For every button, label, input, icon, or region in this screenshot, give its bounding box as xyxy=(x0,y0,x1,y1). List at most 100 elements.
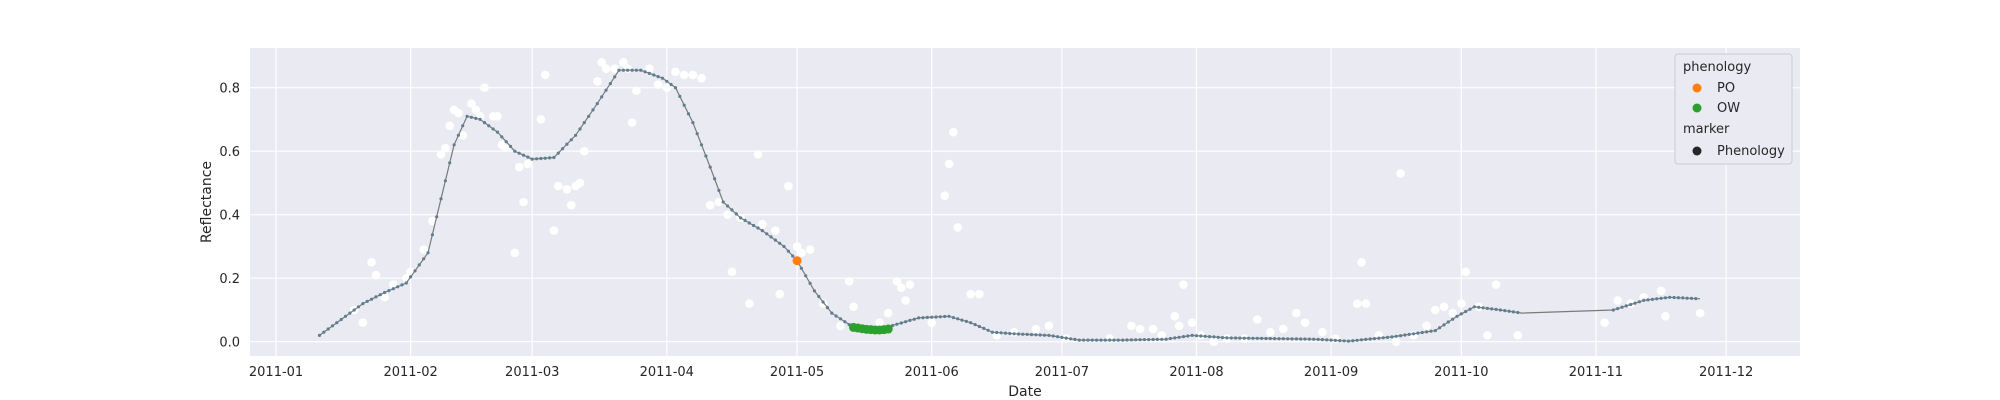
curve-marker xyxy=(930,315,934,319)
legend-marker-po xyxy=(1692,83,1702,93)
curve-marker xyxy=(1659,296,1663,300)
curve-marker xyxy=(391,287,395,291)
x-tick-label: 2011-12 xyxy=(1699,365,1753,380)
legend-label-ow: OW xyxy=(1717,101,1740,116)
curve-marker xyxy=(443,179,447,183)
observation-point xyxy=(671,67,680,77)
curve-marker xyxy=(1225,336,1229,340)
observation-point xyxy=(1457,299,1466,308)
observation-point xyxy=(927,318,936,327)
curve-marker xyxy=(1216,335,1220,339)
observation-points xyxy=(349,57,1705,347)
observation-point xyxy=(792,242,802,251)
x-tick-label: 2011-02 xyxy=(383,365,437,380)
curve-marker xyxy=(456,133,460,137)
curve-marker xyxy=(908,318,912,322)
observation-point xyxy=(645,64,654,73)
curve-marker xyxy=(695,132,699,136)
curve-marker xyxy=(365,299,369,303)
curve-marker xyxy=(1498,308,1502,312)
curve-marker xyxy=(691,121,695,125)
curve-marker xyxy=(713,177,717,181)
observation-point xyxy=(771,226,780,235)
curve-marker xyxy=(1220,336,1225,340)
curve-marker xyxy=(1116,338,1120,342)
curve-marker xyxy=(1320,338,1324,342)
curve-marker xyxy=(717,188,721,192)
observation-point xyxy=(875,318,884,327)
curve-marker xyxy=(500,135,504,139)
x-tick-label: 2011-09 xyxy=(1304,365,1358,380)
observation-point xyxy=(1357,258,1366,267)
curve-marker xyxy=(1511,310,1515,314)
curve-marker xyxy=(1168,336,1172,341)
curve-marker xyxy=(1342,339,1346,343)
curve-marker xyxy=(552,155,556,160)
legend-title-phenology: phenology xyxy=(1683,60,1751,75)
curve-marker xyxy=(1650,297,1654,301)
curve-marker xyxy=(1620,305,1624,309)
curve-marker xyxy=(426,251,430,255)
curve-marker xyxy=(739,216,743,220)
curve-marker xyxy=(1129,338,1133,342)
observation-point xyxy=(1461,267,1470,277)
curve-marker xyxy=(1325,338,1329,342)
curve-marker xyxy=(1125,338,1129,342)
curve-marker xyxy=(904,320,908,324)
observation-point xyxy=(1639,292,1648,302)
curve-marker xyxy=(422,257,426,261)
curve-marker xyxy=(1637,300,1641,304)
curve-marker xyxy=(535,157,539,161)
observation-point xyxy=(1513,331,1523,340)
curve-marker xyxy=(682,103,686,107)
curve-marker xyxy=(934,315,938,319)
observation-point xyxy=(944,159,954,169)
curve-marker xyxy=(626,68,630,72)
curve-marker xyxy=(1390,335,1394,339)
curve-marker xyxy=(947,314,951,318)
observation-point xyxy=(753,150,763,159)
observation-point xyxy=(1318,327,1327,337)
curve-marker xyxy=(639,68,643,72)
curve-marker xyxy=(504,140,508,144)
curve-marker xyxy=(743,218,747,222)
observation-point xyxy=(836,321,845,331)
curve-marker xyxy=(943,314,947,319)
observation-point xyxy=(1044,321,1054,331)
curve-marker xyxy=(513,149,517,153)
x-axis-label: Date xyxy=(1008,384,1041,400)
curve-marker xyxy=(378,293,382,297)
observation-point xyxy=(901,296,910,305)
curve-marker xyxy=(1086,338,1090,342)
curve-marker xyxy=(565,142,569,146)
curve-marker xyxy=(1359,338,1364,342)
observation-point xyxy=(1491,280,1501,289)
curve-marker xyxy=(1468,307,1472,311)
phenology-markers xyxy=(792,256,893,335)
curve-marker xyxy=(1668,295,1672,299)
curve-marker xyxy=(708,165,712,169)
curve-marker xyxy=(765,232,769,236)
curve-marker xyxy=(756,226,760,230)
y-tick-label: 0.4 xyxy=(219,209,240,224)
curve-marker xyxy=(1290,337,1294,341)
observation-point xyxy=(697,73,706,83)
curve-marker xyxy=(574,133,578,137)
curve-marker xyxy=(608,82,613,86)
curve-marker xyxy=(1173,336,1177,340)
curve-marker xyxy=(1477,305,1481,309)
observation-point xyxy=(454,108,463,118)
curve-marker xyxy=(834,314,838,318)
curve-marker xyxy=(1229,336,1233,340)
curve-marker xyxy=(1672,295,1676,300)
curve-marker xyxy=(1142,338,1146,342)
x-tick-label: 2011-08 xyxy=(1169,365,1223,380)
curve-marker xyxy=(699,143,704,147)
curve-marker xyxy=(1264,336,1268,341)
curve-marker xyxy=(413,269,417,273)
curve-marker xyxy=(799,266,804,270)
curve-marker xyxy=(838,317,843,321)
curve-marker xyxy=(548,156,552,160)
legend-title-marker: marker xyxy=(1683,122,1730,137)
observation-point xyxy=(575,178,585,188)
